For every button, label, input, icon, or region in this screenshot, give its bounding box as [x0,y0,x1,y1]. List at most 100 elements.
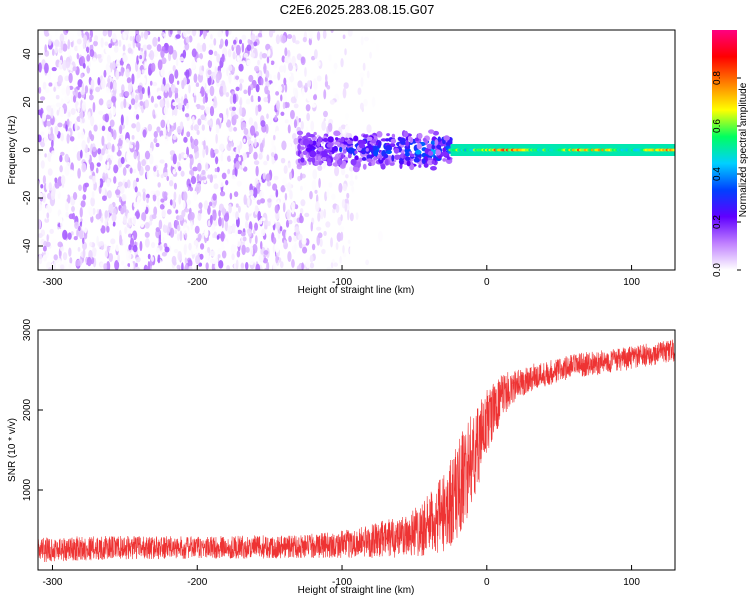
x-tick-label: 0 [484,577,490,588]
spectrogram-cell [103,96,106,107]
spectrogram-cell [373,149,379,157]
spectrogram-cell [266,56,270,64]
spectrogram-cell [42,193,46,204]
spectrogram-cell [180,121,184,131]
spectrogram-cell [136,195,142,207]
spectrogram-cell [101,135,105,147]
spectrogram-cell [117,78,123,86]
spectrogram-cell [73,145,78,152]
spectrogram-cell [214,148,219,154]
spectrogram-cell [218,216,222,227]
spectrogram-cell [122,237,126,246]
spectrogram-cell [123,98,127,109]
spectrogram-cell [322,138,329,142]
spectrogram-cell [317,146,323,152]
spectrogram-cell [64,95,70,103]
spectrogram-cell [384,159,389,166]
spectrogram-cell [221,217,224,229]
spectrogram-cell [268,30,274,38]
spectrogram-cell [81,82,85,93]
spectrogram-cell [59,33,65,43]
spectrogram-cell [111,32,117,43]
colorbar-label: Normalized spectral amplitude [738,82,749,217]
spectrogram-cell [326,188,330,199]
spectrogram-cell [245,98,251,105]
spectrogram-cell [91,247,97,257]
spectrogram-cell [271,156,275,165]
spectrogram-cell [82,62,86,69]
spectrogram-cell [287,141,292,152]
spectrogram-cell [354,150,358,155]
spectrogram-cell [62,43,68,52]
spectrogram-cell [84,85,89,94]
spectrogram-cell [323,230,327,237]
spectrogram-cell [197,233,202,241]
spectrogram-cell [90,79,95,90]
spectrogram-cell [106,178,111,188]
spectrogram-cell [44,217,50,223]
spectrogram-cell [193,93,197,104]
spectrogram-cell [243,128,249,136]
spectrogram-cell [342,34,346,40]
spectrogram-cell [258,153,263,160]
spectrogram-cell [50,107,54,119]
spectrogram-cell [42,112,47,122]
spectrogram-cell [44,153,47,158]
spectrogram-cell [236,180,242,187]
spectrogram-cell [45,114,51,120]
spectrogram-cell [325,221,331,228]
spectrogram-cell [110,154,114,161]
spectrogram-cell [55,94,60,100]
spectrogram-cell [169,199,173,206]
colorbar-tick-label: 0.6 [712,119,723,133]
spectrogram-cell [414,137,420,142]
spectrogram-cell [672,148,675,152]
spectrogram-cell [122,167,127,176]
spectrogram-cell [280,111,285,116]
spectrogram-cell [205,89,210,94]
spectrogram-cell [87,136,90,144]
spectrogram-cell [321,248,326,255]
spectrogram-cell [65,201,69,212]
spectrogram-cell [104,113,110,123]
spectrogram-cell [186,30,192,35]
spectrogram-cell [237,205,241,213]
spectrogram-cell [239,105,243,116]
snr-panel: -300 -200 -100 0 100 1000 2000 3000 Height of … [7,318,676,596]
spectrogram-cell [71,212,76,220]
spectrogram-cell [300,157,305,163]
spectrogram-cell [101,187,106,196]
spectrogram-cell [112,129,117,140]
spectrogram-cell [105,86,111,97]
spectrogram-cell [66,133,70,144]
spectrogram-cell [97,76,101,86]
spectrogram-cell [267,92,271,104]
spectrogram-cell [137,106,140,112]
spectrogram-cell [111,106,117,116]
spectrogram-cell [163,191,168,201]
spectrogram-cell [96,54,102,59]
spectrogram-cell [77,104,80,114]
spectrogram-cell [170,84,176,93]
spectrogram-cell [233,263,237,270]
spectrogram-cell [373,156,378,161]
spectrogram-cell [43,135,48,144]
spectrogram-cell [315,194,319,204]
spectrogram-cell [164,246,170,253]
spectrogram-cell [107,190,112,199]
spectrogram-cell [293,137,299,145]
spectrogram-cell [149,50,155,61]
spectrogram-cell [183,227,189,236]
spectrogram-cell [66,180,69,186]
spectrogram-cell [65,211,69,218]
spectrogram-cell [248,74,254,82]
spectrogram-cell [65,124,68,132]
spectrogram-cell [225,179,229,186]
spectrogram-cell [239,83,243,91]
spectrogram-cell [196,173,200,182]
spectrogram-cell [283,165,288,174]
spectrogram-cell [177,224,181,232]
spectrogram-cell [73,235,78,241]
spectrogram-cell [236,121,241,128]
spectrogram-cell [210,148,214,159]
